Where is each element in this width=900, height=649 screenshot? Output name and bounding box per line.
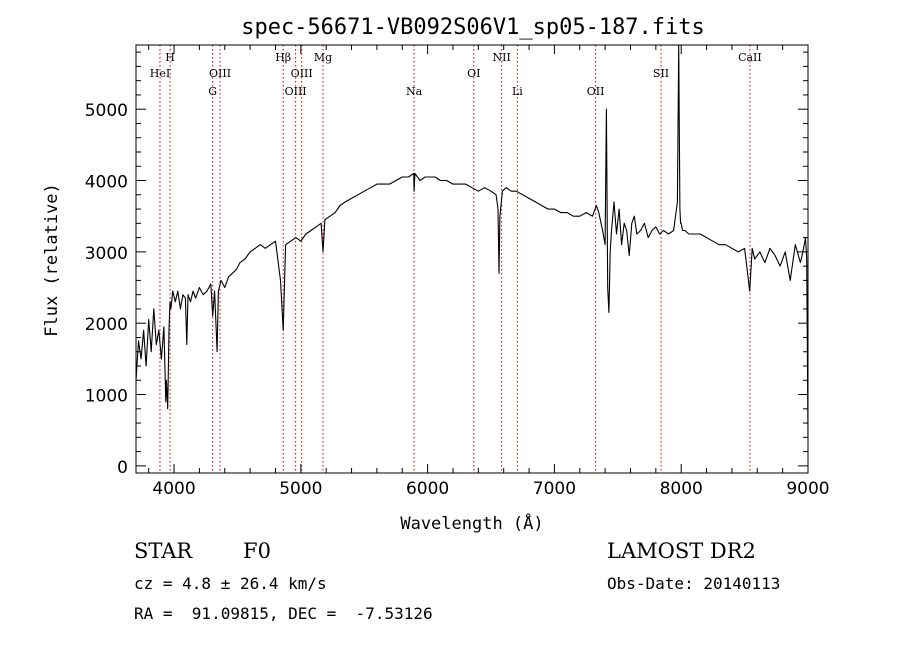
y-tick-label: 0 bbox=[117, 458, 128, 478]
coordinates-readout: RA = 91.09815, DEC = -7.53126 bbox=[134, 604, 433, 623]
line-label: OI bbox=[467, 67, 480, 80]
x-tick-label: 7000 bbox=[533, 479, 576, 499]
x-tick-label: 9000 bbox=[786, 479, 829, 499]
y-axis-label: Flux (relative) bbox=[42, 183, 62, 337]
observation-date: Obs-Date: 20140113 bbox=[607, 574, 781, 593]
line-label: Hβ bbox=[275, 51, 291, 64]
x-tick-label: 8000 bbox=[660, 479, 703, 499]
redshift-readout: cz = 4.8 ± 26.4 km/s bbox=[134, 574, 327, 593]
line-label: SII bbox=[653, 67, 669, 80]
object-subclass: F0 bbox=[243, 539, 271, 563]
line-label: CaII bbox=[738, 51, 762, 64]
line-label: Mg bbox=[314, 51, 332, 64]
plot-frame bbox=[135, 44, 809, 474]
chart-title: spec-56671-VB092S06V1_sp05-187.fits bbox=[241, 15, 705, 40]
y-tick-label: 4000 bbox=[85, 173, 128, 193]
x-tick-label: 6000 bbox=[406, 479, 449, 499]
line-label: H bbox=[165, 51, 175, 64]
line-label: OII bbox=[587, 85, 605, 98]
line-label: OIII bbox=[291, 67, 313, 80]
y-tick-label: 1000 bbox=[85, 387, 128, 407]
line-label: Li bbox=[512, 85, 523, 98]
spectrum-line bbox=[135, 44, 809, 438]
line-markers bbox=[159, 45, 751, 473]
y-tick-label: 2000 bbox=[85, 315, 128, 335]
line-label: G bbox=[208, 85, 217, 98]
x-axis-label: Wavelength (Å) bbox=[400, 512, 543, 534]
axis-ticks: 4000 5000 6000 7000 8000 9000 0 1000 2000 3000 400… bbox=[85, 45, 830, 499]
line-label: HeI bbox=[150, 67, 170, 80]
line-label: OIII bbox=[209, 67, 231, 80]
line-label: OIII bbox=[285, 85, 307, 98]
y-tick-label: 5000 bbox=[85, 101, 128, 121]
y-tick-label: 3000 bbox=[85, 244, 128, 264]
x-tick-label: 4000 bbox=[152, 479, 195, 499]
x-tick-label: 5000 bbox=[279, 479, 322, 499]
object-class: STAR bbox=[134, 539, 193, 563]
line-label: NII bbox=[493, 51, 511, 64]
line-label: Na bbox=[406, 85, 423, 98]
survey-name: LAMOST DR2 bbox=[607, 539, 756, 563]
